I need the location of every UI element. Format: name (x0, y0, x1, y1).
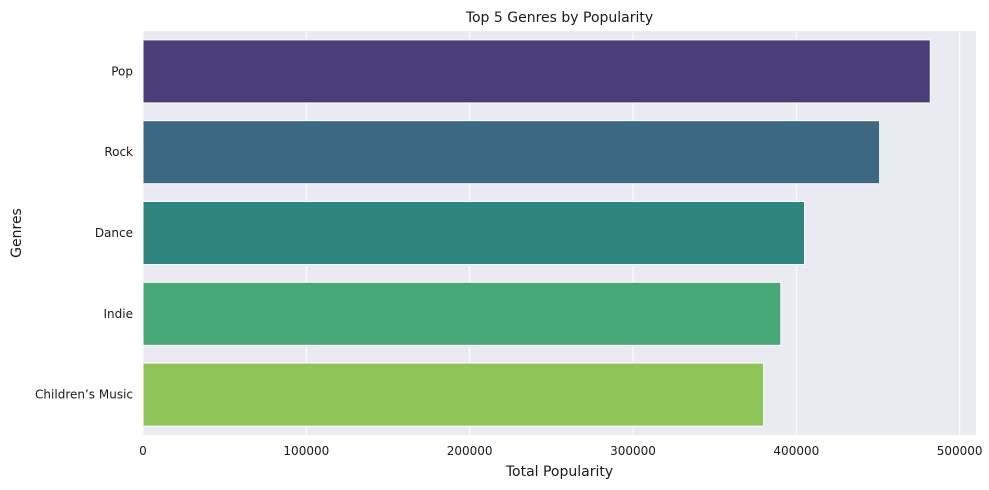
x-tick-labels: 0 100000 200000 300000 400000 500000 (139, 444, 982, 458)
x-tick-label: 0 (139, 444, 147, 458)
bar-pop (142, 39, 931, 104)
y-tick-labels: Pop Rock Dance Indie Children’s Music (35, 64, 133, 401)
y-tick-label: Dance (95, 226, 133, 240)
x-tick-label: 300000 (610, 444, 656, 458)
x-tick-label: 200000 (447, 444, 493, 458)
bar-dance (142, 200, 805, 266)
y-tick-label: Rock (104, 145, 133, 159)
chart-title: Top 5 Genres by Popularity (465, 10, 653, 26)
x-tick-label: 500000 (937, 444, 983, 458)
bar-children-s-music (142, 362, 765, 427)
x-tick-label: 100000 (283, 444, 329, 458)
y-tick-label: Pop (111, 64, 133, 78)
y-axis-label: Genres (9, 208, 25, 258)
x-axis-label: Total Popularity (505, 464, 613, 480)
bar-indie (142, 281, 782, 346)
bars (142, 39, 931, 427)
bar-rock (142, 120, 881, 185)
x-tick-label: 400000 (773, 444, 819, 458)
y-tick-label: Indie (104, 307, 133, 321)
y-tick-label: Children’s Music (35, 388, 133, 402)
